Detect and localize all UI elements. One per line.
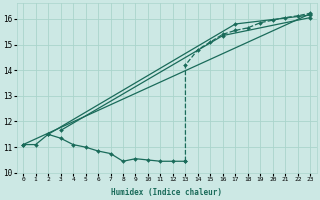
- X-axis label: Humidex (Indice chaleur): Humidex (Indice chaleur): [111, 188, 222, 197]
